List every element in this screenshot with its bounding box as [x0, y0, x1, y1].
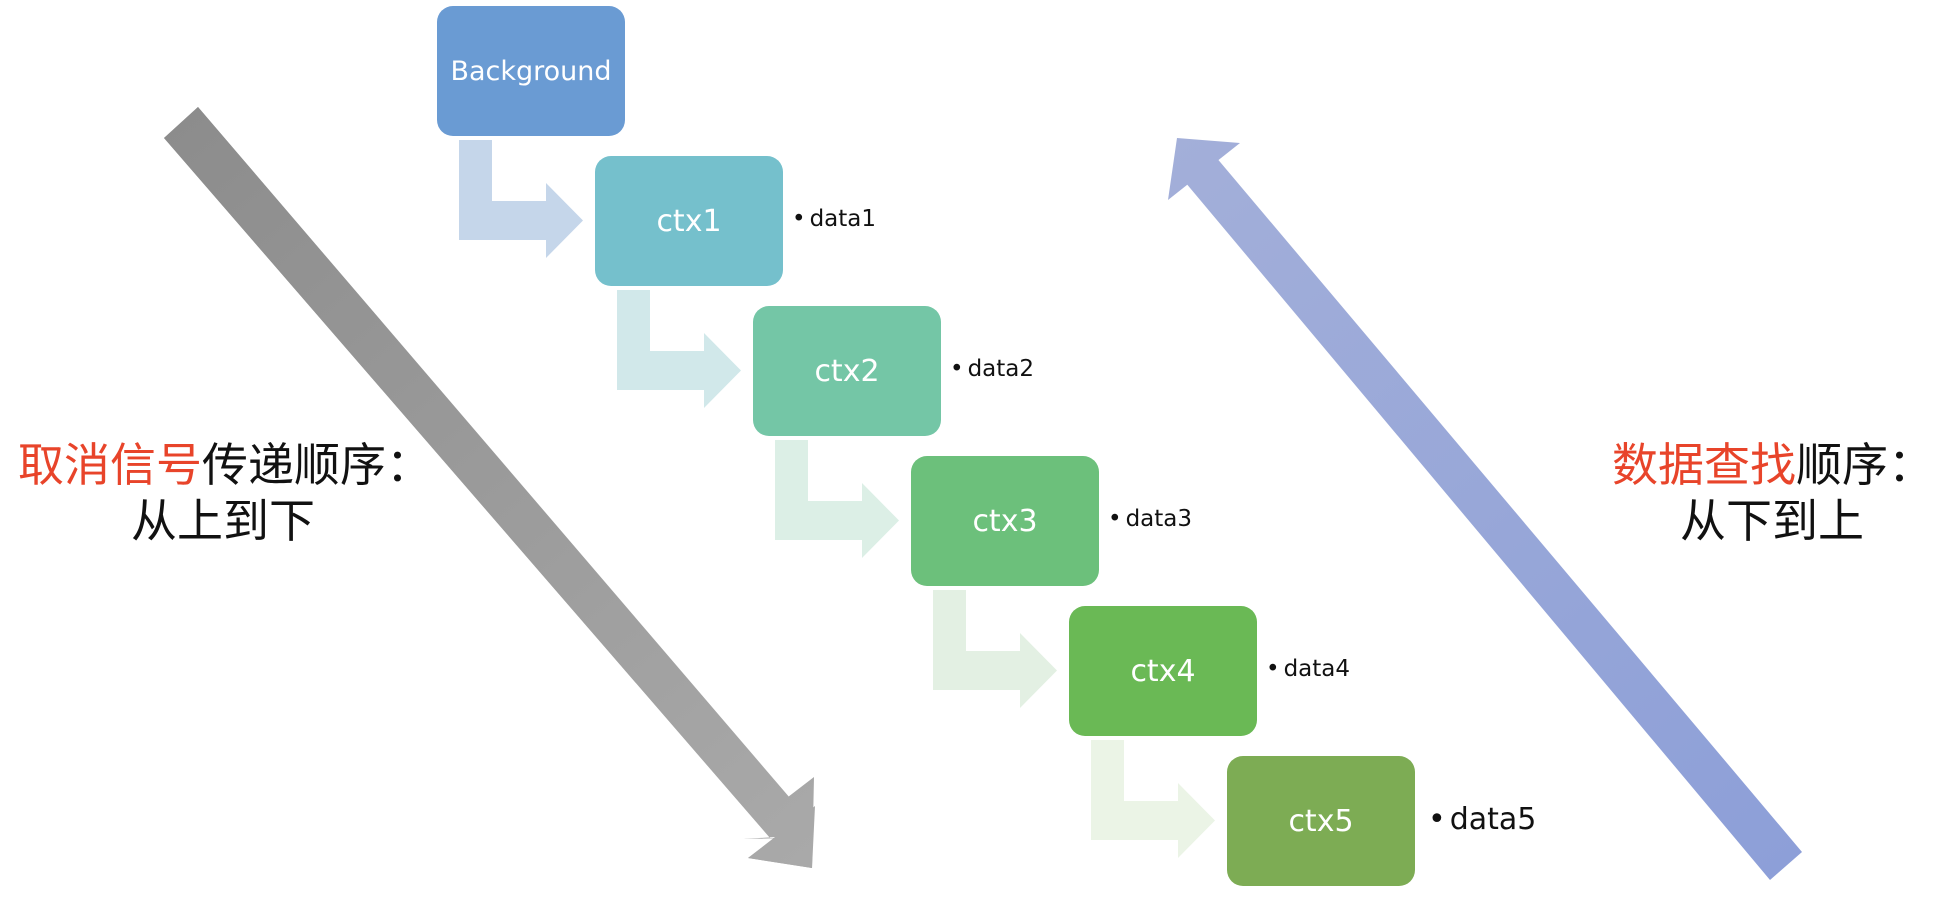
ctx1-node-label: ctx1	[656, 203, 722, 239]
bullet-icon: •	[1108, 506, 1122, 532]
ctx2-node: ctx2	[753, 306, 941, 436]
ctx1-data: • data1	[792, 206, 876, 232]
ctx4-data-label: data4	[1283, 656, 1351, 682]
ctx5-node-label: ctx5	[1288, 803, 1354, 839]
ctx2-data: • data2	[950, 356, 1034, 382]
up-left-arrow-shaft	[1180, 150, 1802, 880]
ctx4-node: ctx4	[1069, 606, 1257, 736]
bullet-icon: •	[1428, 802, 1446, 837]
ctx3-node: ctx3	[911, 456, 1099, 586]
ctx2-node-label: ctx2	[814, 353, 880, 389]
ctx1-node: ctx1	[595, 156, 783, 286]
ctx4-data: • data4	[1266, 656, 1350, 682]
lookup-order-line2: 从下到上	[1680, 494, 1864, 548]
background-node-label: Background	[450, 55, 612, 87]
ctx1-data-label: data1	[809, 206, 877, 232]
up-left-arrow-head	[1168, 138, 1240, 200]
ctx5-node: ctx5	[1227, 756, 1415, 886]
bullet-icon: •	[1266, 656, 1280, 682]
lookup-order-rest: 顺序：	[1796, 438, 1934, 492]
bullet-icon: •	[792, 206, 806, 232]
bent-arrow-icon	[459, 140, 583, 258]
bullet-icon: •	[950, 356, 964, 382]
ctx5-data: • data5	[1428, 802, 1536, 837]
down-right-arrow-shaft	[164, 107, 790, 826]
cancel-order-label: 取消信号传递顺序： 从上到下	[18, 437, 432, 549]
ctx3-data: • data3	[1108, 506, 1192, 532]
ctx2-data-label: data2	[967, 356, 1035, 382]
cancel-order-line2: 从上到下	[131, 494, 315, 548]
lookup-order-highlight: 数据查找	[1612, 438, 1796, 492]
cancel-order-highlight: 取消信号	[18, 438, 202, 492]
bent-arrow-icon	[775, 440, 899, 558]
background-node: Background	[437, 6, 625, 136]
lookup-order-line1: 数据查找顺序：	[1612, 437, 1934, 493]
cancel-order-rest: 传递顺序：	[202, 438, 432, 492]
cancel-order-line1: 取消信号传递顺序：	[18, 437, 432, 493]
bent-arrow-icon	[933, 590, 1057, 708]
bent-arrow-icon	[1091, 740, 1215, 858]
bent-arrow-icon	[617, 290, 741, 408]
ctx4-node-label: ctx4	[1130, 653, 1196, 689]
down-right-arrow-head	[748, 806, 815, 868]
ctx3-node-label: ctx3	[972, 503, 1038, 539]
lookup-order-label: 数据查找顺序： 从下到上	[1612, 437, 1934, 549]
ctx3-data-label: data3	[1125, 506, 1193, 532]
ctx5-data-label: data5	[1449, 802, 1537, 837]
